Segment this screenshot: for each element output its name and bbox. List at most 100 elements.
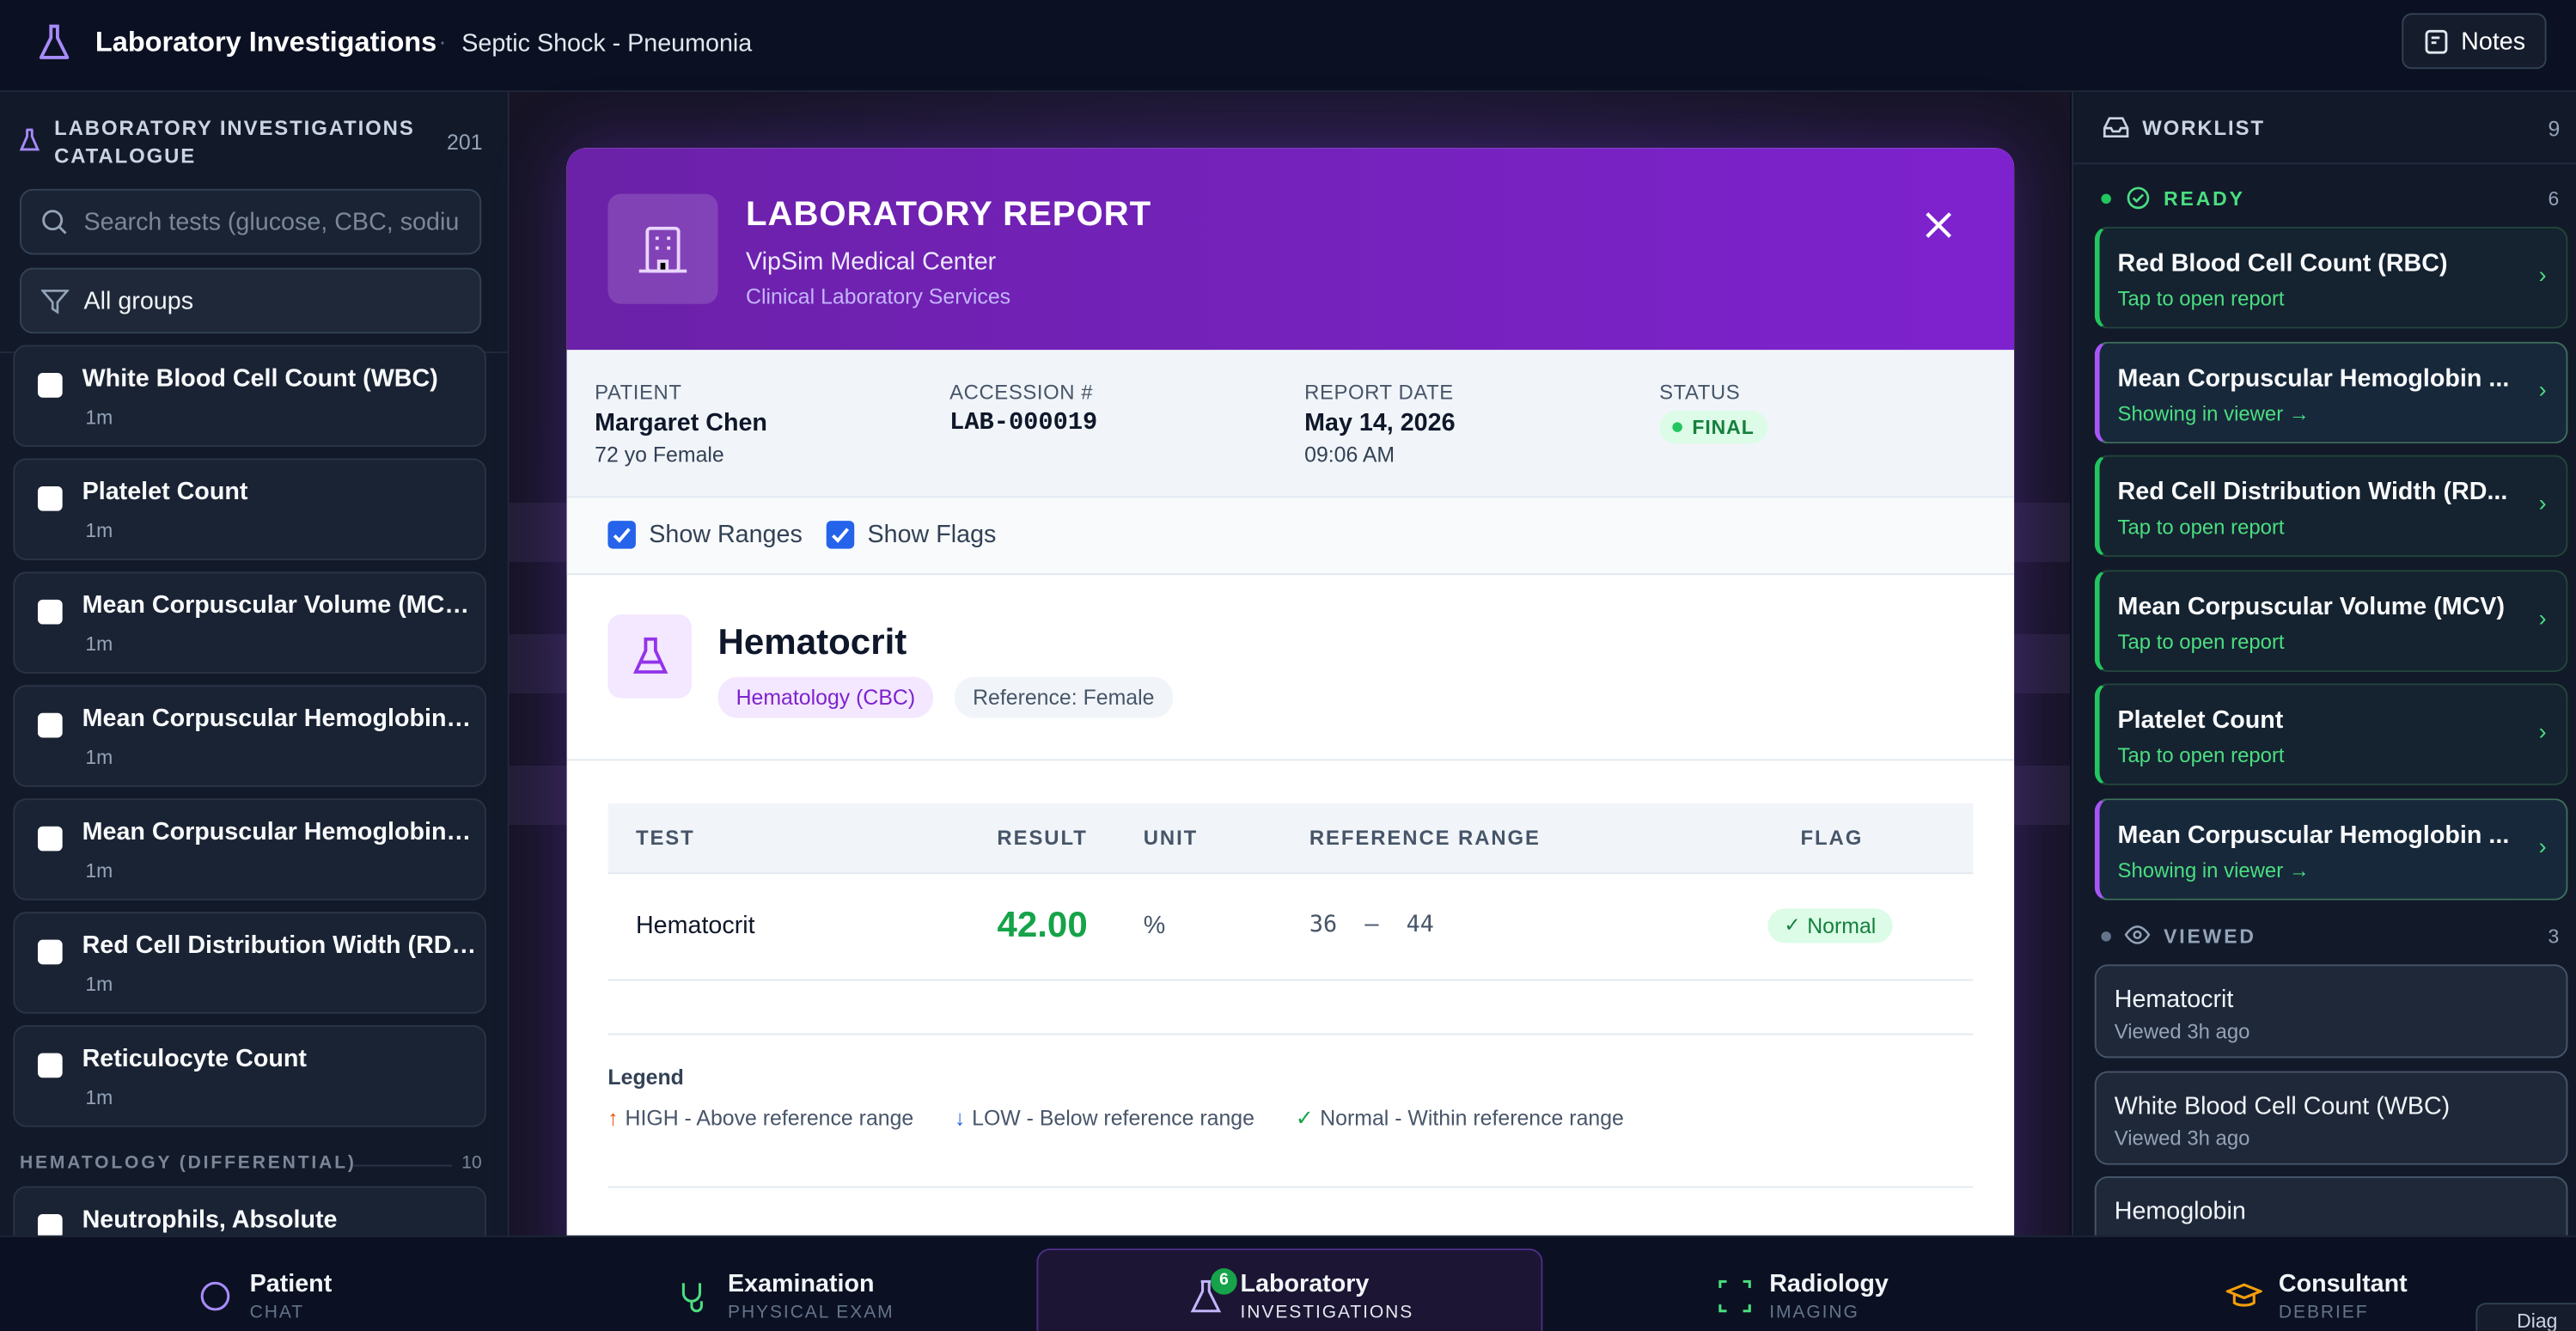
tab-sub: PHYSICAL EXAM <box>728 1303 894 1323</box>
tab-label[interactable]: Radiology <box>1769 1269 1889 1298</box>
test-time: 1m <box>85 746 113 769</box>
test-tags: Hematology (CBC) Reference: Female <box>717 676 1173 718</box>
legend-text: LOW - Below reference range <box>972 1105 1254 1131</box>
meta-sub: 09:06 AM <box>1304 442 1395 467</box>
meta-field: REPORT DATE May 14, 2026 09:06 AM <box>1304 382 1633 467</box>
worklist-sub: Showing in viewer → <box>2117 858 2310 882</box>
worklist-card[interactable]: Mean Corpuscular Hemoglobin ... Showing i… <box>2094 797 2568 900</box>
test-cell: Hematocrit <box>635 912 755 940</box>
ready-dot <box>2101 193 2111 205</box>
active-tab[interactable] <box>1036 1249 1543 1331</box>
worklist-sub: Showing in viewer → <box>2117 401 2310 425</box>
building-icon <box>638 226 687 273</box>
diag-button[interactable]: Diag <box>2475 1303 2576 1331</box>
chevron: › <box>2538 717 2547 745</box>
check-icon <box>2127 186 2150 210</box>
page-title: Laboratory Investigations <box>95 26 437 58</box>
option-label: Show Flags <box>867 521 997 549</box>
icon <box>1190 1279 1222 1313</box>
search-input[interactable]: Search tests (glucose, CBC, sodiu <box>19 188 482 255</box>
viewed-dot <box>2101 931 2111 942</box>
report-meta: PATIENT Margaret Chen 72 yo Female ACCESSIO… <box>566 350 2015 498</box>
worklist-sub: Tap to open report <box>2117 744 2285 767</box>
checkbox[interactable] <box>37 939 63 965</box>
tab-icon[interactable] <box>1187 1279 1224 1315</box>
range-cell: 36 – 44 <box>1309 912 1434 938</box>
viewed-card[interactable]: Hemoglobin <box>2094 1175 2568 1236</box>
tab-sub: CHAT <box>249 1303 304 1323</box>
tab-icon[interactable] <box>2224 1279 2265 1315</box>
worklist-card[interactable]: Mean Corpuscular Volume (MCV) Tap to open… <box>2094 569 2568 672</box>
icon <box>2224 1283 2265 1307</box>
test-card[interactable]: Mean Corpuscular Volume (MC… 1m <box>13 571 486 674</box>
status-dot <box>1672 422 1682 432</box>
tab-label[interactable]: Consultant <box>2278 1269 2408 1298</box>
tab-label[interactable]: Laboratory <box>1240 1269 1370 1298</box>
worklist-card[interactable]: Red Blood Cell Count (RBC) Tap to open re… <box>2094 226 2568 329</box>
checkbox[interactable] <box>37 1053 63 1078</box>
checkbox[interactable] <box>37 485 63 511</box>
worklist-title: WORKLIST <box>2142 116 2266 140</box>
checkbox[interactable] <box>37 712 63 738</box>
worklist-name: Platelet Count <box>2117 706 2284 735</box>
worklist-card[interactable]: Red Cell Distribution Width (RD... Tap to… <box>2094 455 2568 558</box>
tab-label[interactable]: Examination <box>728 1269 875 1298</box>
test-card[interactable]: Reticulocyte Count 1m <box>13 1025 486 1127</box>
flag-badge: Normal ✓ <box>1767 908 1893 943</box>
checkbox-checked[interactable] <box>826 521 855 549</box>
notes-label: Notes <box>2461 27 2526 57</box>
notes-button[interactable]: Notes <box>2402 13 2547 70</box>
chevron: › <box>2538 375 2547 402</box>
search-icon <box>42 210 67 235</box>
viewed-card[interactable]: White Blood Cell Count (WBC) Viewed 3h ag… <box>2094 1070 2568 1164</box>
test-card[interactable]: Neutrophils, Absolute <box>13 1186 486 1236</box>
worklist-name: Mean Corpuscular Volume (MCV) <box>2117 592 2506 620</box>
test-name: Platelet Count <box>82 478 248 506</box>
flask-icon <box>39 24 70 59</box>
tab-badge: 6 <box>1211 1268 1237 1295</box>
test-card[interactable]: White Blood Cell Count (WBC) 1m <box>13 345 486 448</box>
column-header: FLAG <box>1800 826 1864 850</box>
tab-label[interactable]: Patient <box>249 1269 333 1298</box>
test-name: Mean Corpuscular Hemoglobin… <box>82 705 472 733</box>
tab-icon[interactable] <box>675 1279 711 1315</box>
filter-label: All groups <box>83 287 194 316</box>
meta-label: ACCESSION # <box>949 381 1094 405</box>
test-card[interactable]: Red Cell Distribution Width (RD… 1m <box>13 912 486 1014</box>
worklist-card[interactable]: Mean Corpuscular Hemoglobin ... Showing i… <box>2094 340 2568 443</box>
test-card[interactable]: Platelet Count 1m <box>13 458 486 560</box>
chevron: › <box>2538 832 2547 859</box>
worklist-card[interactable]: Platelet Count Tap to open report › <box>2094 683 2568 785</box>
flag-check: ✓ <box>1784 913 1801 937</box>
test-time: 1m <box>85 632 113 656</box>
viewed-sub: Viewed 3h ago <box>2114 1020 2250 1044</box>
viewed-count: 3 <box>2548 925 2560 949</box>
unit-cell: % <box>1143 912 1166 940</box>
viewed-sub: Viewed 3h ago <box>2114 1126 2250 1150</box>
checkbox-checked[interactable] <box>607 521 636 549</box>
icon <box>681 1283 703 1313</box>
meta-value: LAB-000019 <box>949 409 1098 437</box>
legend-text: Normal - Within reference range <box>1320 1105 1624 1131</box>
bottom-nav: Diag Patient CHAT Examination PHYSICAL EXAM… <box>0 1235 2576 1331</box>
viewed-card[interactable]: Hematocrit Viewed 3h ago <box>2094 964 2568 1059</box>
meta-field: PATIENT Margaret Chen 72 yo Female <box>595 382 923 467</box>
report-options: Show Ranges Show Flags <box>566 498 2015 576</box>
tab-sub: IMAGING <box>1769 1303 1859 1323</box>
group-count: 10 <box>461 1153 482 1174</box>
close-button[interactable] <box>1922 209 1955 241</box>
tab-icon[interactable] <box>197 1279 233 1315</box>
tab-icon[interactable] <box>1717 1279 1753 1315</box>
test-card[interactable]: Mean Corpuscular Hemoglobin… 1m <box>13 685 486 787</box>
divider <box>353 1164 452 1167</box>
checkbox[interactable] <box>37 826 63 852</box>
checkbox[interactable] <box>37 1213 63 1236</box>
group-filter[interactable]: All groups <box>19 267 482 334</box>
checkbox[interactable] <box>37 599 63 625</box>
tab-sub: INVESTIGATIONS <box>1240 1303 1414 1323</box>
notes-icon <box>2425 29 2448 54</box>
test-time: 1m <box>85 1085 113 1109</box>
table-row: Hematocrit 42.00% 36 – 44 Normal ✓ <box>607 874 1974 981</box>
test-card[interactable]: Mean Corpuscular Hemoglobin… 1m <box>13 798 486 901</box>
checkbox[interactable] <box>37 373 63 398</box>
